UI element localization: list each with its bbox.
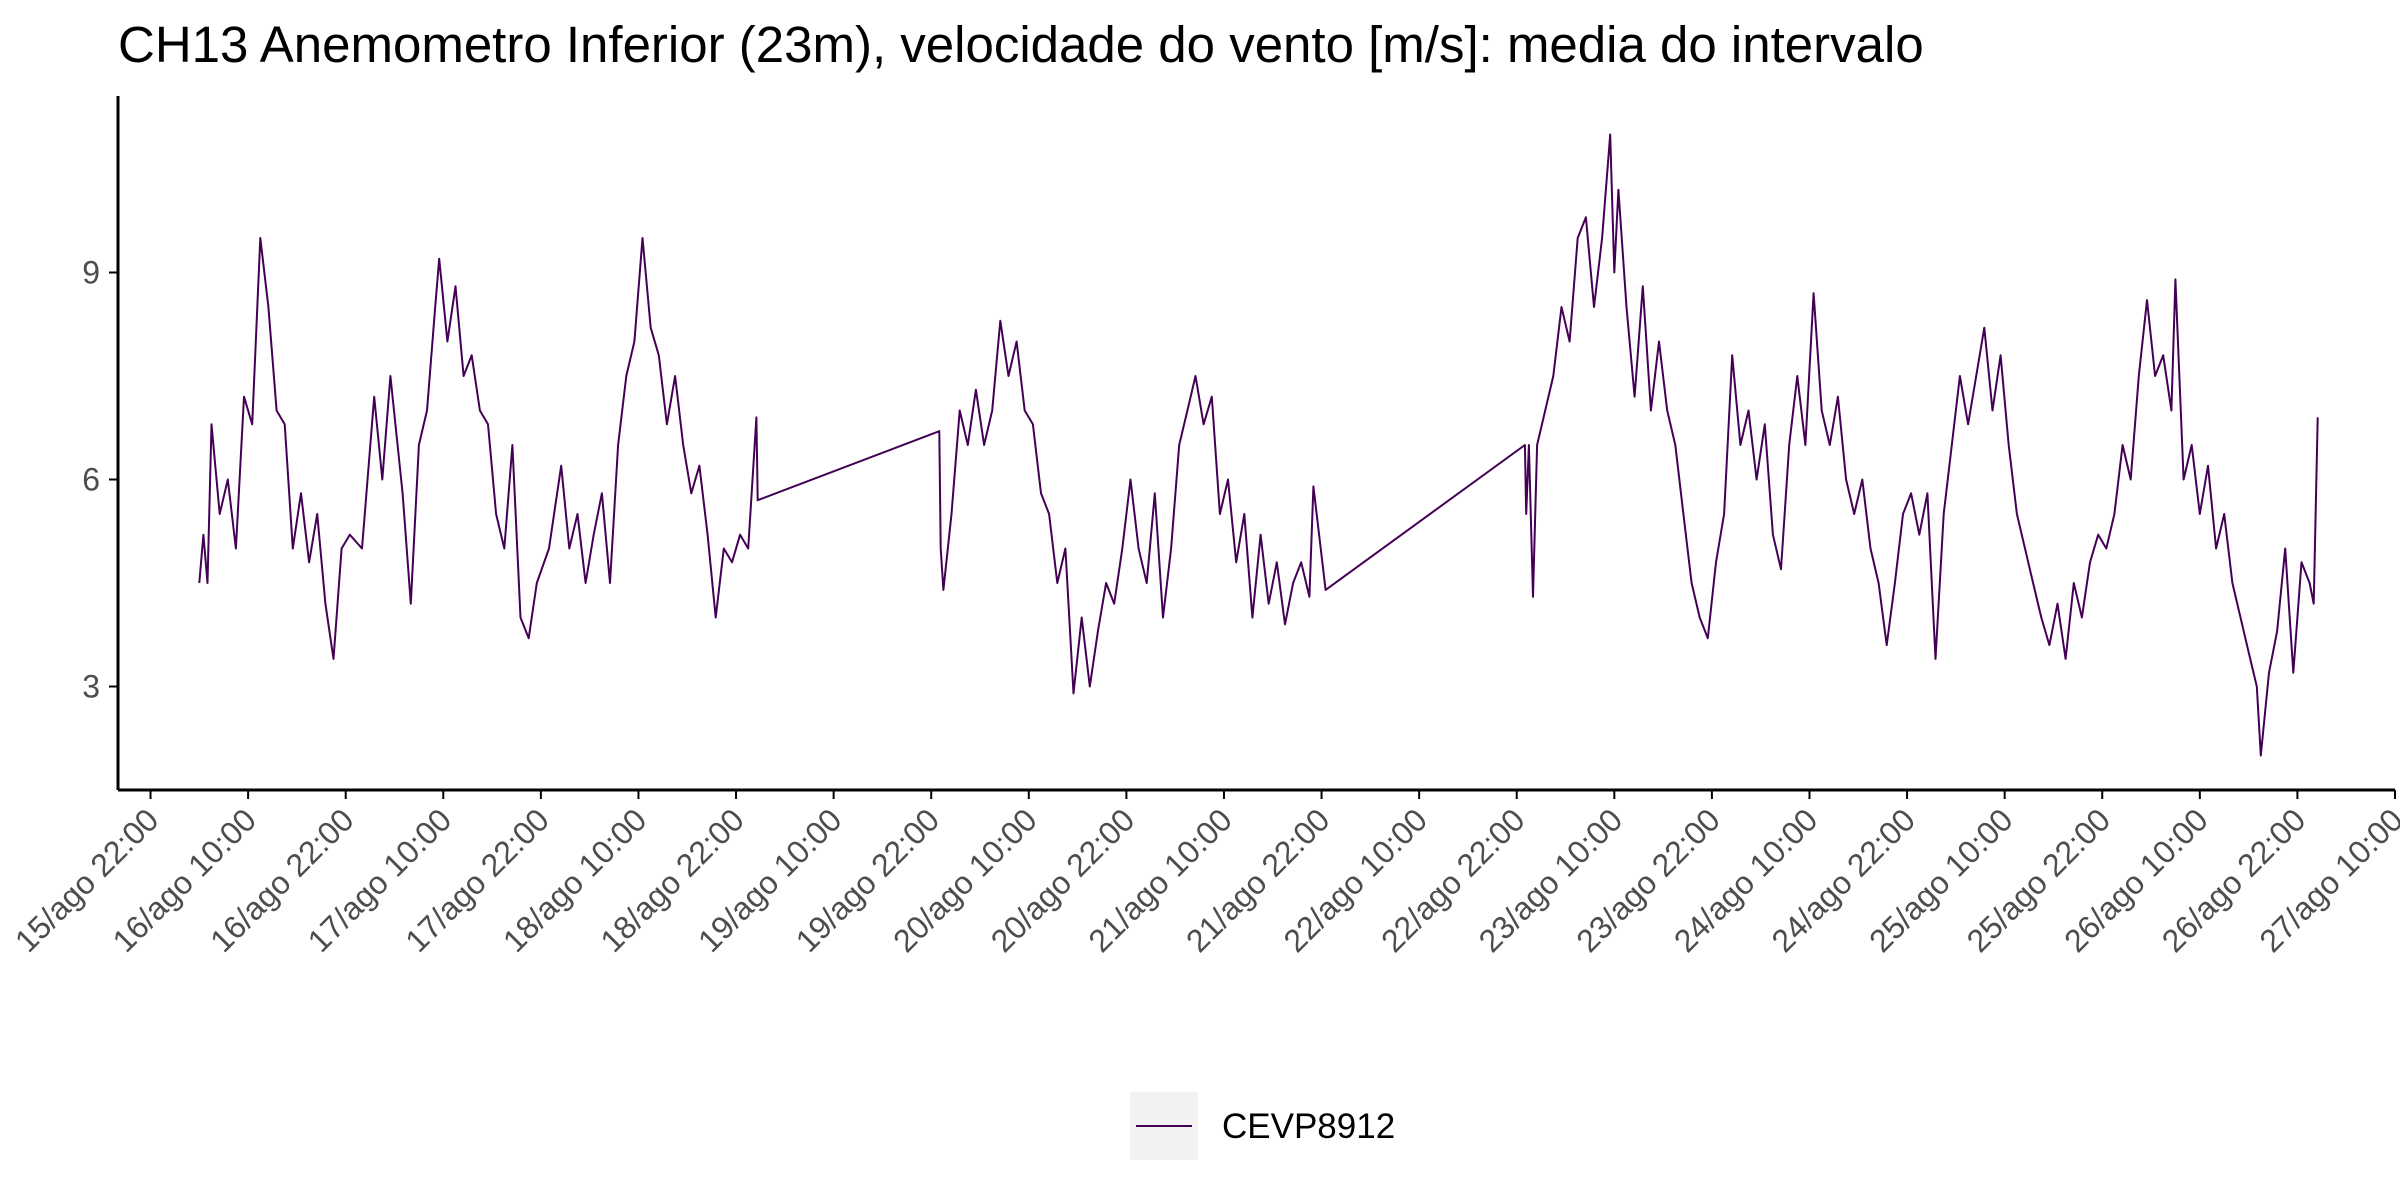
series-line-0	[198, 133, 2319, 757]
legend: CEVP8912	[1130, 1092, 1395, 1160]
chart-title: CH13 Anemometro Inferior (23m), velocida…	[118, 16, 1924, 73]
legend-label: CEVP8912	[1222, 1106, 1396, 1146]
y-axis: 3 6 9	[82, 96, 120, 790]
legend-key-line	[1136, 1125, 1192, 1127]
legend-key	[1130, 1092, 1198, 1160]
plot-area	[198, 133, 2319, 757]
y-tick-label: 3	[82, 669, 100, 705]
y-tick-label: 6	[82, 462, 100, 498]
y-tick-label: 9	[82, 255, 100, 291]
